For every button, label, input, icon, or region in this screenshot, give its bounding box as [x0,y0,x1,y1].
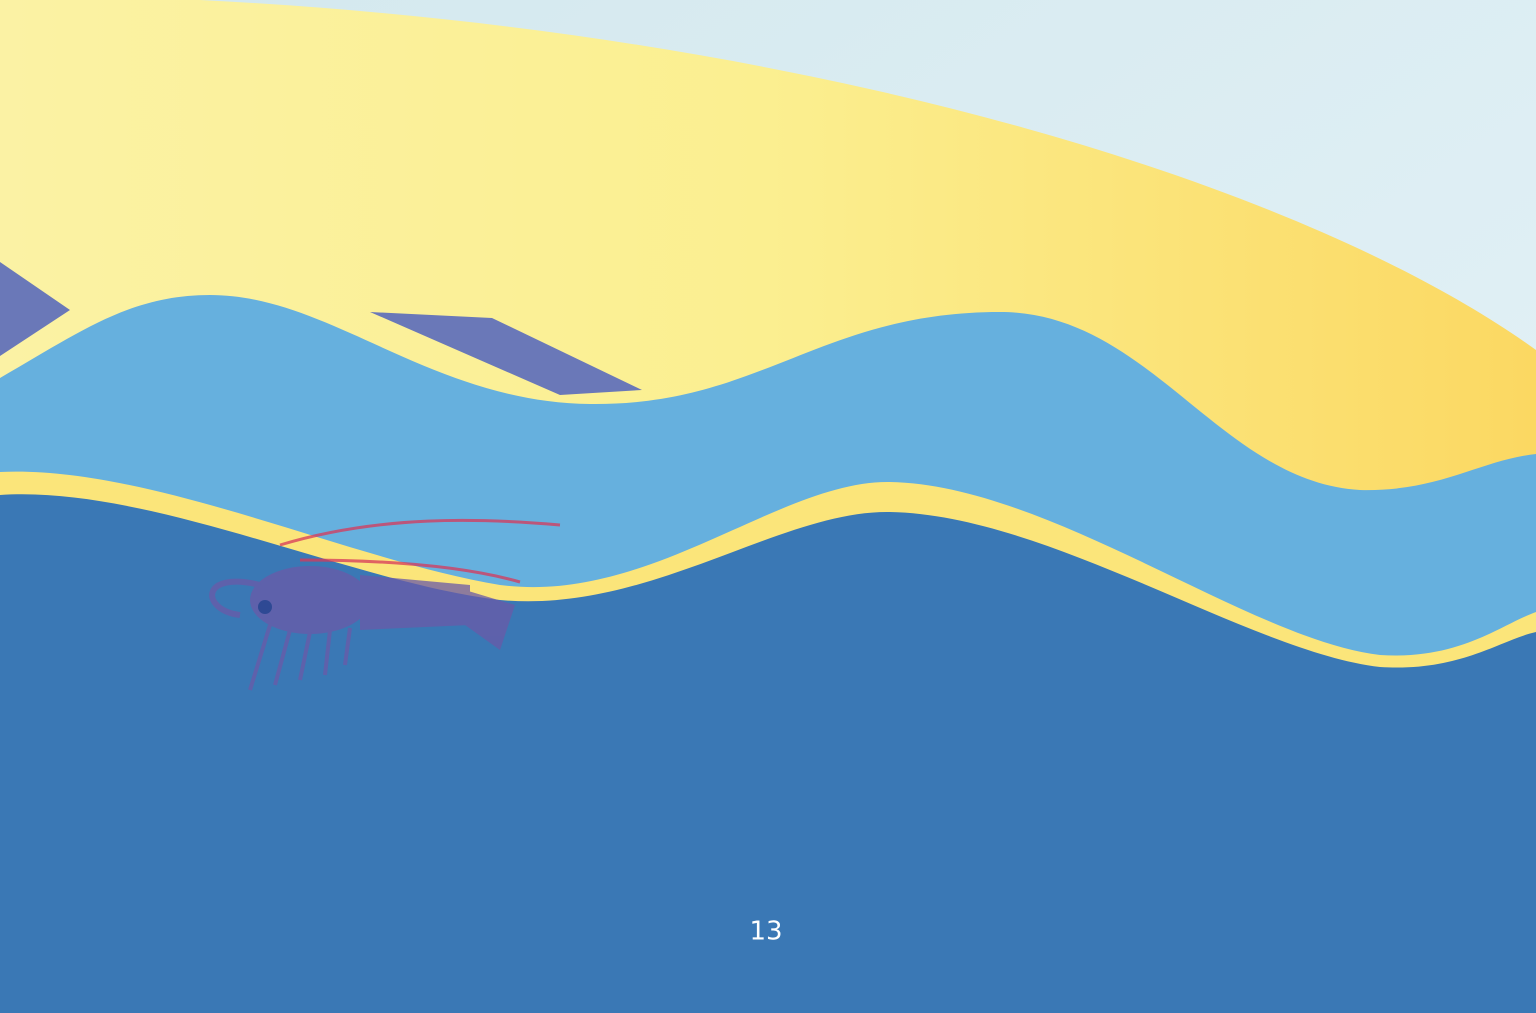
page-number: 13 [749,917,782,947]
fin [370,312,642,395]
lobster [209,518,561,691]
fin [0,262,70,356]
